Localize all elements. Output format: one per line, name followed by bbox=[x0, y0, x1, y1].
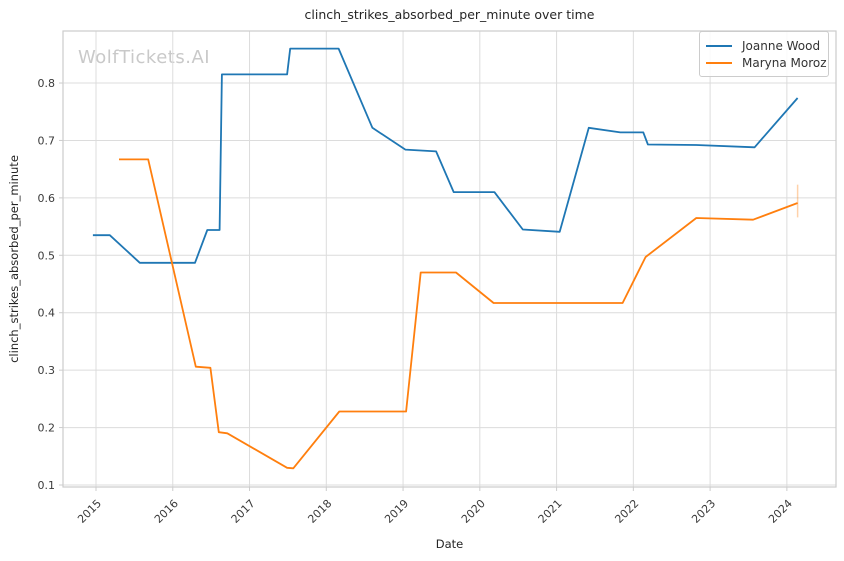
y-tick-label: 0.2 bbox=[38, 422, 56, 435]
legend-label: Joanne Wood bbox=[742, 38, 821, 53]
series-line-joanne-wood bbox=[92, 47, 799, 264]
legend: Joanne Wood Maryna Moroz bbox=[699, 31, 829, 77]
x-tick-label: 2018 bbox=[305, 497, 334, 526]
x-tick-label: 2016 bbox=[152, 497, 181, 526]
y-tick-label: 0.4 bbox=[38, 307, 56, 320]
x-tick-label: 2023 bbox=[689, 497, 718, 526]
y-tick-label: 0.3 bbox=[38, 364, 56, 377]
legend-swatch-joanne-wood bbox=[706, 44, 732, 47]
x-tick-label: 2020 bbox=[459, 497, 488, 526]
x-tick-label: 2015 bbox=[75, 497, 104, 526]
y-axis-label: clinch_strikes_absorbed_per_minute bbox=[7, 155, 21, 363]
legend-swatch-maryna-moroz bbox=[706, 61, 732, 64]
y-tick-label: 0.5 bbox=[38, 249, 56, 262]
y-tick-label: 0.7 bbox=[38, 134, 56, 147]
y-tick-label: 0.8 bbox=[38, 77, 56, 90]
chart-title: clinch_strikes_absorbed_per_minute over … bbox=[304, 7, 595, 22]
x-tick-label: 2019 bbox=[382, 497, 411, 526]
y-tick-label: 0.6 bbox=[38, 192, 56, 205]
x-axis-label: Date bbox=[435, 537, 464, 551]
legend-item: Joanne Wood bbox=[706, 37, 820, 54]
x-tick-label: 2021 bbox=[536, 497, 565, 526]
y-tick-label: 0.1 bbox=[38, 479, 56, 492]
x-tick-label: 2024 bbox=[766, 497, 795, 526]
plot-frame bbox=[62, 30, 837, 488]
legend-item: Maryna Moroz bbox=[706, 54, 827, 71]
legend-label: Maryna Moroz bbox=[742, 55, 827, 70]
series-line-maryna-moroz bbox=[119, 158, 798, 470]
x-tick-label: 2017 bbox=[229, 497, 258, 526]
watermark: WolfTickets.AI bbox=[78, 47, 211, 68]
x-tick-label: 2022 bbox=[612, 497, 641, 526]
